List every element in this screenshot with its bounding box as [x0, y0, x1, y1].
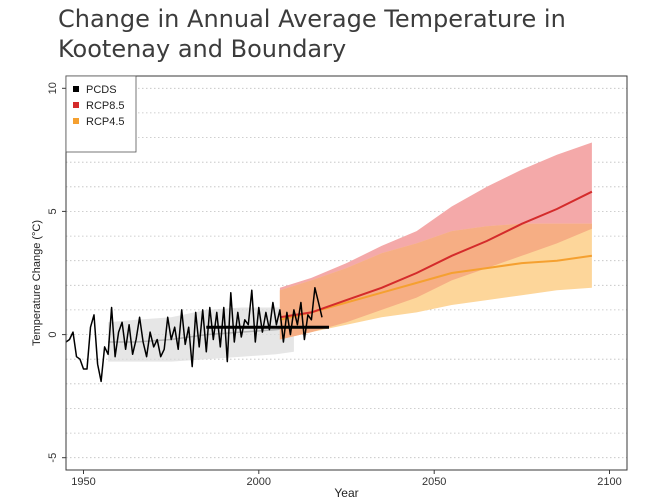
x-axis-label: Year [334, 486, 358, 500]
legend: PCDS RCP8.5 RCP4.5 [65, 75, 137, 153]
legend-label-rcp45: RCP4.5 [86, 116, 125, 128]
legend-label-rcp85: RCP8.5 [86, 100, 125, 112]
rcp45-mean-line [279, 254, 593, 321]
chart-title-line-1: Change in Annual Average Temperature in [58, 5, 566, 33]
y-tick-label: 10 [47, 82, 59, 94]
axis-layer: 1950 2000 2050 2100 Year -5 0 5 10 Temperature Ch… [31, 82, 622, 500]
legend-swatch-pcds [73, 86, 79, 92]
rcp85-mean-line [279, 190, 593, 319]
series-layer [66, 142, 593, 383]
chart-title: Change in Annual Average Temperature in … [58, 4, 566, 64]
legend-swatch-rcp45 [73, 118, 79, 124]
x-tick-label: 2050 [422, 476, 446, 488]
x-tick-label: 1950 [71, 476, 95, 488]
plot-frame [65, 75, 628, 471]
pcds-observed-line [66, 287, 323, 383]
y-tick-label: 0 [47, 332, 59, 338]
chart-title-line-2: Kootenay and Boundary [58, 35, 347, 63]
y-axis-label: Temperature Change (°C) [31, 220, 43, 346]
legend-label-pcds: PCDS [86, 84, 117, 96]
y-tick-label: -5 [47, 453, 59, 463]
x-tick-label: 2000 [247, 476, 271, 488]
overlap-range-band [279, 223, 592, 340]
x-tick-label: 2100 [597, 476, 621, 488]
y-tick-label: 5 [47, 208, 59, 214]
legend-swatch-rcp85 [73, 102, 79, 108]
